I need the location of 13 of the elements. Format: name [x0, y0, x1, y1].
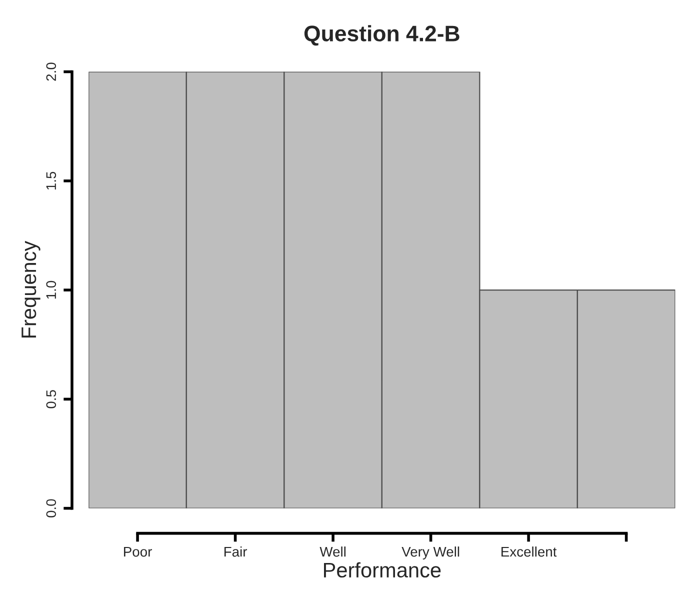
- y-tick-label: 1.5: [46, 172, 56, 190]
- x-tick-label: Very Well: [402, 546, 460, 560]
- x-tick-label: Well: [320, 546, 346, 557]
- y-tick-label: 2.0: [46, 62, 56, 81]
- x-axis-title: Performance: [324, 562, 441, 578]
- x-tick-label: Fair: [224, 546, 248, 557]
- x-tick-label: Excellent: [502, 546, 557, 557]
- y-tick-label: 1.0: [46, 280, 56, 299]
- y-axis-title: Frequency: [22, 240, 40, 338]
- y-tick-label: 0.0: [46, 499, 56, 518]
- x-tick-label: Poor: [124, 547, 152, 557]
- chart-title: Question 4.2-B: [304, 25, 460, 46]
- y-tick-label: 0.5: [46, 390, 56, 408]
